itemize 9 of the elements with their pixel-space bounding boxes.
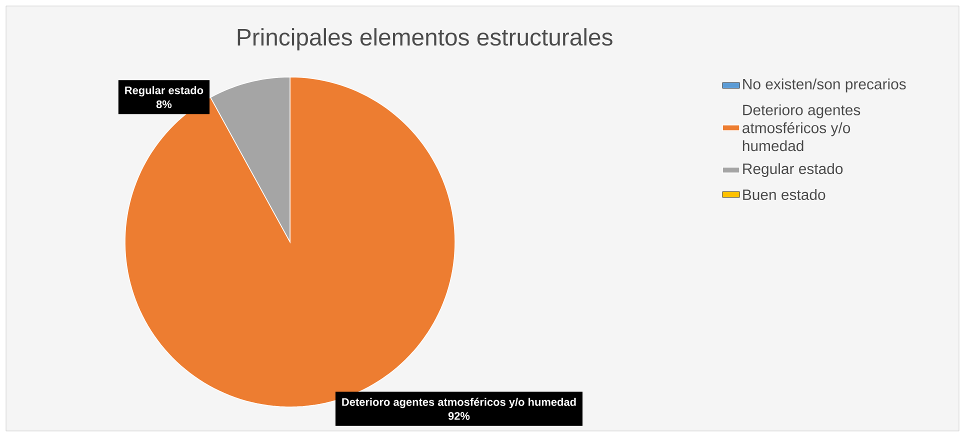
slice-label: Regular estado [125, 86, 204, 96]
slice-label: Deterioro agentes atmosféricos y/o humedad [342, 398, 576, 408]
legend-label: No existen/son precarios [743, 78, 906, 92]
legend-label: Regular estado [743, 163, 843, 178]
data-label: 92% [448, 412, 470, 420]
chart-title: Principales elementos estructurales [238, 28, 612, 50]
legend-label: Buen estado [743, 189, 826, 200]
legend-label: Deterioro agentes atmosféricos y/o humedad [742, 104, 860, 152]
data-label: 8% [156, 100, 172, 108]
